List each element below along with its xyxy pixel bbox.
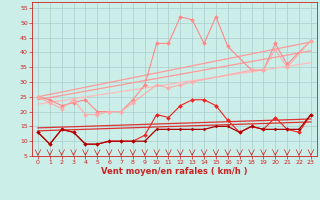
X-axis label: Vent moyen/en rafales ( km/h ): Vent moyen/en rafales ( km/h )	[101, 167, 248, 176]
